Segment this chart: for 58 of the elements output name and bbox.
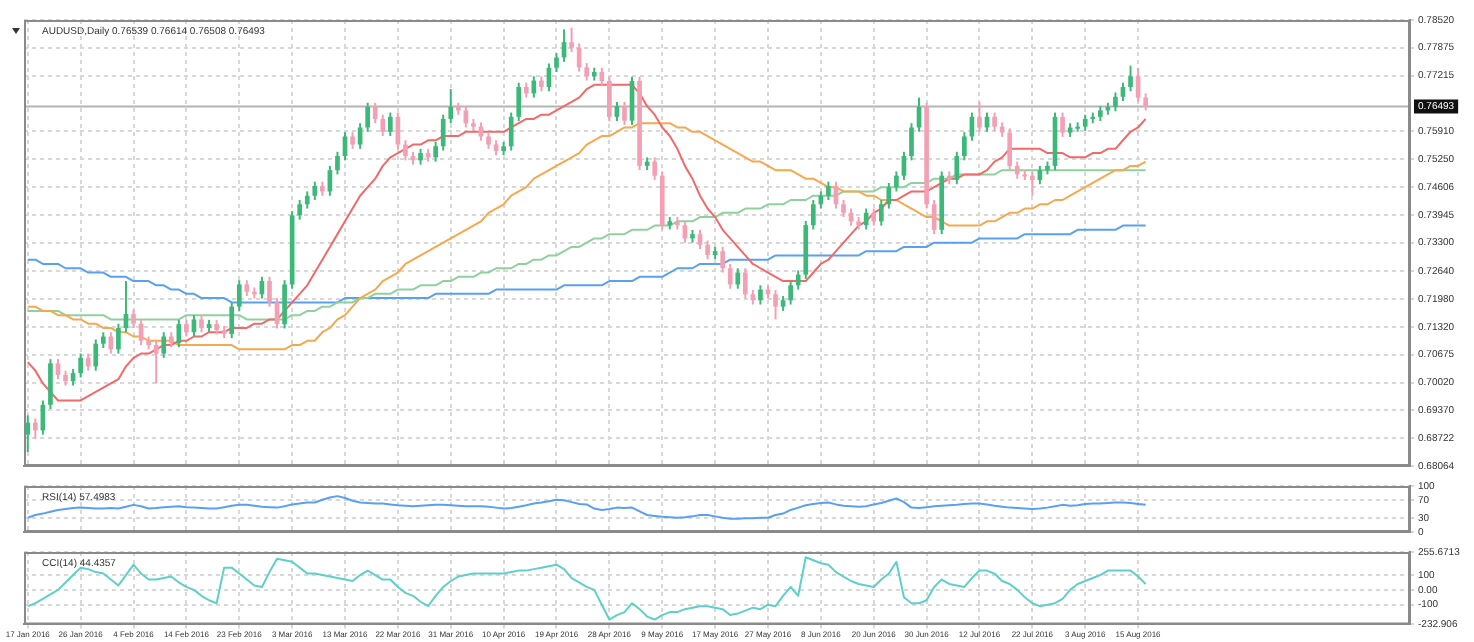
candlestick <box>267 275 272 308</box>
candlestick <box>32 417 38 440</box>
candlestick <box>826 180 831 201</box>
candlestick <box>229 301 235 340</box>
candlestick <box>742 267 748 300</box>
candlestick <box>1060 111 1065 138</box>
candlestick <box>297 199 303 221</box>
candlestick <box>403 139 408 162</box>
candlestick <box>116 322 121 355</box>
candlestick <box>153 339 159 385</box>
candlestick <box>954 150 960 186</box>
candlestick <box>161 331 167 359</box>
candlestick <box>380 113 386 138</box>
candlestick <box>878 199 884 227</box>
candlestick <box>387 111 393 138</box>
candlestick <box>863 207 869 231</box>
candlestick <box>909 122 914 162</box>
candlestick <box>894 170 899 193</box>
candlestick <box>357 122 363 150</box>
candlestick <box>48 358 53 411</box>
candlestick <box>795 269 801 291</box>
candlestick <box>992 111 997 132</box>
candlestick <box>758 284 763 306</box>
candlestick <box>78 352 83 379</box>
candlestick <box>93 338 99 372</box>
candlestick <box>886 181 892 210</box>
candlestick <box>508 111 514 152</box>
candlestick <box>365 101 371 133</box>
candlestick <box>735 267 741 290</box>
candlestick <box>720 245 726 274</box>
candlestick <box>1128 64 1133 93</box>
candlestick <box>282 279 287 330</box>
candlestick <box>554 52 559 74</box>
candlestick <box>312 180 318 201</box>
candlestick <box>131 308 136 329</box>
candlestick <box>788 280 793 306</box>
candlestick <box>569 26 574 53</box>
candlestick <box>705 239 710 261</box>
candlestick <box>372 101 378 125</box>
candlestick <box>652 156 658 181</box>
candlestick <box>607 75 612 123</box>
candlestick <box>433 140 438 163</box>
candlestick <box>531 75 537 99</box>
candlestick <box>176 318 182 349</box>
candlestick <box>810 199 816 231</box>
candlestick <box>962 131 967 162</box>
candlestick <box>448 88 454 125</box>
candlestick <box>727 262 733 290</box>
candlestick <box>773 289 778 321</box>
candlestick <box>440 113 446 152</box>
candlestick <box>516 81 522 123</box>
candlestick <box>977 100 982 133</box>
candlestick <box>622 100 627 126</box>
candlestick <box>236 279 242 312</box>
candlestick <box>1007 127 1013 172</box>
candlestick <box>335 150 340 176</box>
candlestick <box>1030 170 1035 197</box>
candlestick <box>1113 91 1118 113</box>
